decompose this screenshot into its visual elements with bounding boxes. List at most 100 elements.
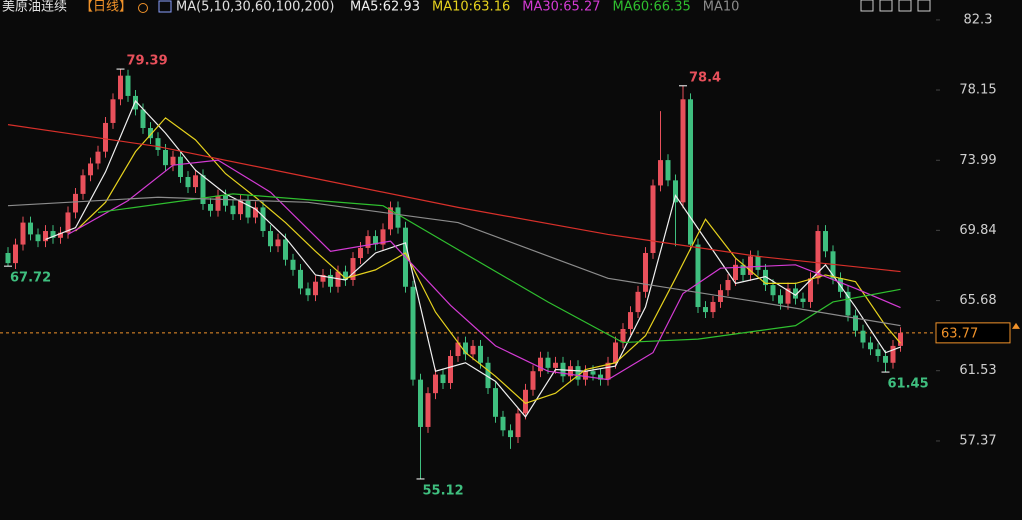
candle-body (28, 222, 33, 235)
candle-body (455, 342, 461, 357)
candle-body (13, 244, 18, 264)
candle-body (493, 388, 498, 417)
ma-icon[interactable] (158, 0, 172, 13)
candle-body (163, 149, 168, 166)
y-tick-label: 82.3 (964, 12, 993, 27)
candle-body (793, 288, 798, 299)
candle-body (478, 345, 483, 363)
candle-body (20, 222, 26, 245)
y-tick-label: 78.15 (959, 83, 996, 98)
candle-body (770, 285, 776, 296)
chart-title: 美原油连续 (2, 0, 67, 15)
candle-body (253, 207, 258, 218)
candle-body (463, 342, 468, 355)
low-label: 55.12 (423, 483, 464, 498)
candle-body (110, 99, 116, 123)
candle-body (650, 185, 656, 253)
candle-body (238, 200, 243, 215)
candle-body (193, 175, 198, 188)
candle-body (883, 356, 888, 363)
toolbar (860, 0, 931, 12)
candle-body (350, 258, 356, 281)
ma-line (7, 124, 901, 273)
candle-body (680, 99, 686, 203)
candle-body (208, 204, 213, 211)
ma-line (45, 99, 901, 418)
ma-line (75, 117, 901, 404)
candle-body (65, 212, 71, 233)
candle-body (808, 278, 813, 302)
candle-body (298, 269, 303, 289)
candle-body (673, 180, 678, 203)
candle-body (275, 239, 281, 247)
candle-body (268, 231, 273, 247)
candle-body (538, 357, 543, 372)
candle-body (875, 349, 881, 357)
candle-body (178, 156, 183, 177)
candle-body (740, 264, 746, 275)
candle-body (5, 252, 11, 264)
ma-line (7, 196, 901, 327)
candle-body (410, 286, 416, 380)
high-label: 78.4 (689, 70, 721, 85)
candle-body (125, 75, 131, 96)
y-tick-label: 61.53 (959, 363, 996, 378)
low-label: 61.45 (888, 377, 929, 392)
candle-body (890, 345, 896, 363)
candle-body (523, 389, 528, 414)
candle-body (658, 160, 663, 186)
candle-body (470, 345, 476, 355)
legend-entry: MA5:62.93 (350, 0, 420, 15)
candle-body (433, 374, 438, 394)
candle-body (365, 236, 371, 248)
tool-icon[interactable] (879, 0, 893, 12)
candle-body (628, 312, 633, 329)
candle-body (605, 362, 611, 380)
candle-body (800, 298, 806, 302)
y-tick-label: 69.84 (959, 223, 996, 238)
candle-body (710, 301, 716, 313)
add-icon[interactable] (138, 3, 148, 13)
tool-icon[interactable] (898, 0, 912, 12)
candle-body (598, 374, 603, 380)
candle-body (853, 315, 858, 331)
candle-body (35, 234, 41, 242)
candle-body (568, 366, 573, 377)
candle-body (80, 175, 86, 194)
candle-body (665, 160, 671, 181)
candle-body (418, 379, 423, 427)
tool-icon[interactable] (860, 0, 874, 12)
candle-body (320, 274, 326, 282)
candle-body (590, 371, 596, 375)
candle-body (328, 274, 333, 287)
candle-body (200, 175, 206, 205)
period[interactable]: 【日线】 (80, 0, 132, 15)
y-tick-label: 65.68 (959, 293, 996, 308)
candle-body (868, 342, 873, 350)
candle-body (575, 366, 581, 380)
ma-line (67, 159, 901, 381)
candle-body (815, 231, 821, 279)
candle-body (643, 252, 648, 292)
candle-body (425, 393, 431, 427)
last-price-box (935, 322, 1011, 344)
candle-body (703, 307, 708, 313)
candle-body (380, 229, 386, 245)
candle-body (515, 413, 521, 438)
ma-line (97, 193, 901, 344)
candle-body (688, 99, 693, 245)
low-label: 67.72 (10, 271, 51, 286)
legend-entry: MA10:63.16 (432, 0, 510, 15)
candle-body (140, 109, 146, 129)
tool-icon[interactable] (917, 0, 931, 12)
candle-body (785, 288, 791, 304)
candle-body (695, 244, 701, 308)
candle-body (118, 75, 123, 100)
candle-body (845, 291, 851, 316)
candle-body (500, 416, 506, 431)
candle-body (58, 232, 63, 238)
candle-body (343, 271, 348, 281)
candle-body (613, 342, 618, 363)
candle-body (223, 195, 228, 206)
